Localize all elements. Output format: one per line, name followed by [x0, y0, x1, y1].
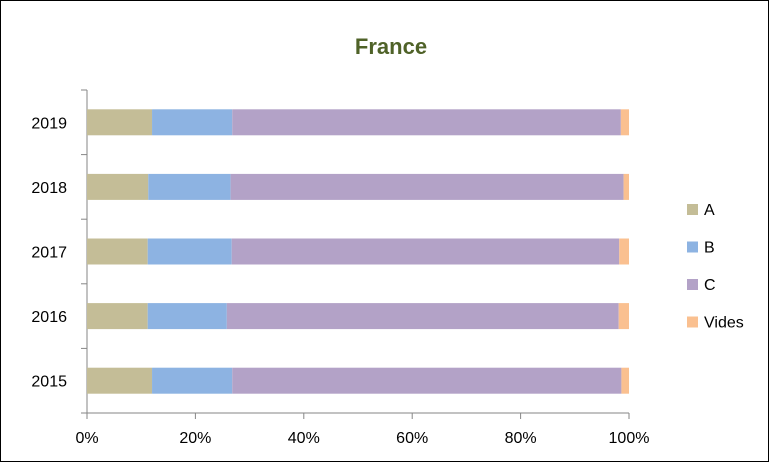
bar-segment-a-2018 — [87, 173, 149, 200]
bar-segment-a-2015 — [87, 367, 153, 394]
bar-segment-b-2017 — [147, 238, 232, 265]
bar-segment-b-2019 — [152, 109, 233, 136]
y-tick-label: 2019 — [31, 115, 67, 132]
x-tick-label: 20% — [179, 430, 211, 447]
x-tick-label: 40% — [288, 430, 320, 447]
legend-swatch-b — [687, 241, 698, 253]
y-tick-label: 2017 — [31, 245, 67, 262]
bar-segment-vides-2015 — [621, 367, 629, 394]
legend-swatch-a — [687, 204, 698, 215]
bar-segment-c-2015 — [232, 367, 622, 394]
legend-label-c: C — [704, 277, 716, 294]
bar-segment-a-2019 — [87, 109, 153, 136]
bar-segment-vides-2016 — [618, 303, 629, 330]
bar-segment-vides-2019 — [620, 109, 629, 136]
bar-segment-c-2018 — [230, 173, 624, 200]
bar-segment-b-2016 — [147, 303, 227, 330]
y-tick-label: 2016 — [31, 309, 67, 326]
bar-segment-vides-2017 — [619, 238, 629, 265]
legend-label-vides: Vides — [704, 315, 744, 332]
bar-segment-b-2015 — [152, 367, 233, 394]
bar-segment-vides-2018 — [623, 173, 629, 200]
bar-segment-c-2019 — [232, 109, 621, 136]
x-tick-label: 80% — [505, 430, 537, 447]
plot-area: 0% 20% 40% 60% 80% 100% 2019 2018 2017 2016 2015 — [31, 89, 650, 447]
x-tick-label: 100% — [609, 430, 650, 447]
y-tick-label: 2015 — [31, 374, 67, 391]
legend-swatch-vides — [687, 316, 698, 328]
bar-segment-c-2017 — [231, 238, 620, 265]
x-tick-label: 60% — [396, 430, 428, 447]
bar-segment-a-2017 — [87, 238, 148, 265]
x-tick-label: 0% — [75, 430, 98, 447]
bar-segment-a-2016 — [87, 303, 148, 330]
legend-swatch-c — [687, 279, 698, 290]
legend-label-a: A — [704, 202, 715, 219]
chart-title: France — [355, 34, 427, 59]
bar-segment-c-2016 — [226, 303, 619, 330]
legend: A B C Vides — [687, 202, 744, 332]
bar-segment-b-2018 — [148, 173, 231, 200]
legend-label-b: B — [704, 240, 715, 257]
y-tick-label: 2018 — [31, 180, 67, 197]
